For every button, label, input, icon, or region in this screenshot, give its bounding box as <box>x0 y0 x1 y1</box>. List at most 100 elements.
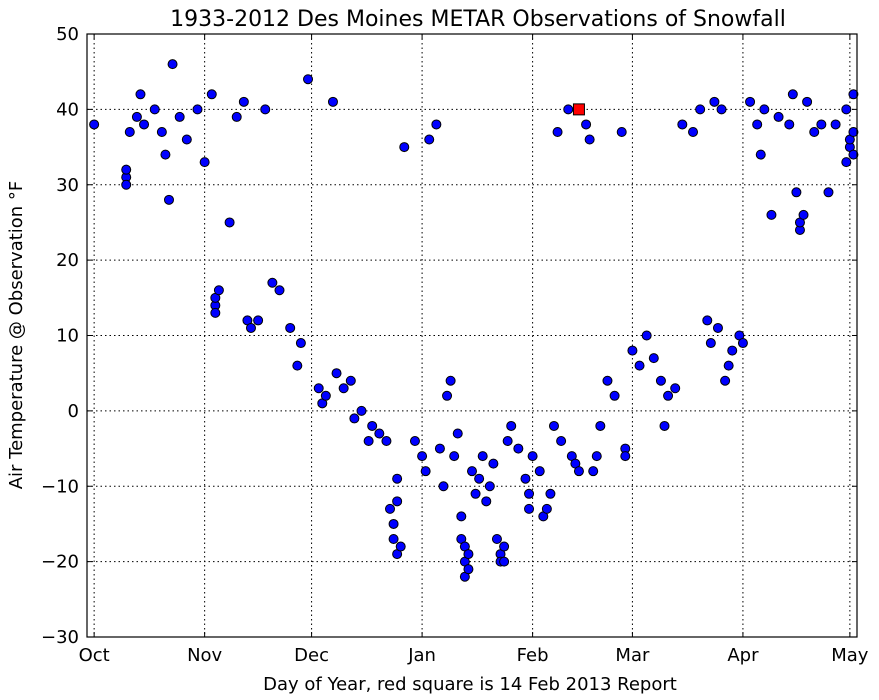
x-tick-label: Jan <box>407 645 436 666</box>
observation-point <box>260 104 271 115</box>
observation-point <box>816 119 827 130</box>
observation-point <box>545 488 556 499</box>
observation-point <box>609 390 620 401</box>
observation-point <box>695 104 706 115</box>
observation-point <box>420 466 431 477</box>
observation-point <box>121 164 132 175</box>
observation-point <box>431 119 442 130</box>
observation-point <box>349 413 360 424</box>
observation-point <box>356 405 367 416</box>
observation-point <box>481 496 492 507</box>
observation-point <box>745 96 756 107</box>
observation-point <box>424 134 435 145</box>
observation-point <box>452 428 463 439</box>
observation-point <box>848 126 859 137</box>
observation-point <box>620 451 631 462</box>
data-points <box>89 59 859 582</box>
observation-point <box>238 96 249 107</box>
observation-point <box>541 503 552 514</box>
observation-point <box>484 481 495 492</box>
observation-point <box>477 451 488 462</box>
observation-point <box>388 534 399 545</box>
plot-frame <box>86 33 858 638</box>
observation-point <box>206 89 217 100</box>
observation-point <box>245 322 256 333</box>
observation-point <box>274 285 285 296</box>
x-tick-label: Oct <box>79 645 110 666</box>
observation-point <box>595 420 606 431</box>
x-axis-label: Day of Year, red square is 14 Feb 2013 R… <box>263 674 677 695</box>
observation-point <box>89 119 100 130</box>
observation-point <box>659 420 670 431</box>
observation-point <box>292 360 303 371</box>
observation-point <box>848 149 859 160</box>
observation-point <box>663 390 674 401</box>
observation-point <box>456 511 467 522</box>
observation-point <box>773 111 784 122</box>
observation-point <box>135 89 146 100</box>
observation-point <box>552 126 563 137</box>
observation-point <box>345 375 356 386</box>
observation-point <box>584 134 595 145</box>
observation-point <box>434 443 445 454</box>
x-tick-label: Dec <box>294 645 329 666</box>
observation-point <box>467 466 477 477</box>
observation-point <box>548 420 559 431</box>
chart-title: 1933-2012 Des Moines METAR Observations … <box>170 7 786 32</box>
observation-point <box>417 451 428 462</box>
observation-point <box>720 375 731 386</box>
observation-point <box>602 375 613 386</box>
observation-point <box>399 142 410 153</box>
observation-point <box>367 420 378 431</box>
observation-point <box>527 451 538 462</box>
observation-point <box>802 96 813 107</box>
observation-point <box>702 315 713 326</box>
observation-point <box>755 149 766 160</box>
observation-point <box>648 353 659 364</box>
observation-point <box>534 466 545 477</box>
observation-point <box>303 74 314 85</box>
observation-point <box>506 420 517 431</box>
observation-point <box>320 390 331 401</box>
observation-point <box>231 111 242 122</box>
observation-point <box>723 360 734 371</box>
observation-point <box>752 119 763 130</box>
observation-point <box>513 443 524 454</box>
observation-point <box>705 338 716 349</box>
observation-point <box>766 209 777 220</box>
observation-point <box>474 473 485 484</box>
y-tick-label: 0 <box>68 401 79 422</box>
observation-point <box>124 126 135 137</box>
observation-point <box>616 126 627 137</box>
observation-point <box>160 149 171 160</box>
observation-point <box>787 89 798 100</box>
observation-point <box>709 96 720 107</box>
observation-point <box>210 307 221 318</box>
observation-point <box>588 466 599 477</box>
observation-point <box>727 345 738 356</box>
observation-point <box>841 157 852 168</box>
observation-point <box>385 503 396 514</box>
y-axis-label: Air Temperature @ Observation °F <box>6 181 27 490</box>
observation-point <box>841 104 852 115</box>
observation-point <box>830 119 841 130</box>
observation-point <box>331 368 342 379</box>
observation-point <box>381 436 392 447</box>
observation-point <box>556 436 567 447</box>
observation-point <box>463 564 474 575</box>
observation-point <box>591 451 602 462</box>
observation-point <box>374 428 385 439</box>
observation-point <box>809 126 820 137</box>
observation-point <box>438 481 449 492</box>
observation-point <box>524 503 535 514</box>
x-tick-label: Feb <box>517 645 549 666</box>
observation-point <box>688 126 699 137</box>
observation-point <box>213 285 224 296</box>
observation-point <box>156 126 167 137</box>
x-tick-label: Mar <box>615 645 650 666</box>
observation-point <box>327 96 338 107</box>
observation-point <box>181 134 192 145</box>
x-tick-label: Apr <box>727 645 759 666</box>
observation-point <box>167 59 178 70</box>
observation-point <box>488 458 499 469</box>
